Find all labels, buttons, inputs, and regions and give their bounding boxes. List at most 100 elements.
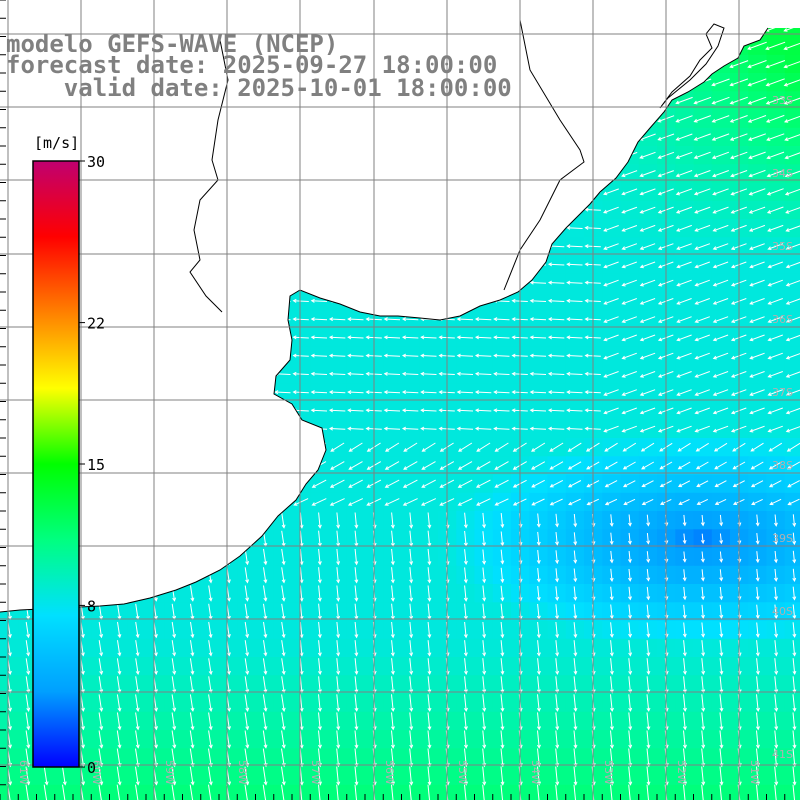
wind-arrow [390,585,395,602]
wind-arrow [694,279,710,287]
wind-arrow [701,712,706,731]
wind-arrow [299,658,304,676]
wind-arrow [573,568,578,583]
wind-arrow [427,585,432,602]
lat-label: 35S [772,240,793,253]
wind-arrow [693,96,712,105]
wind-arrow [774,712,779,731]
wind-arrow [318,748,322,768]
wind-arrow [676,279,692,287]
wind-arrow [747,60,767,69]
wind-arrow [354,694,359,712]
wind-arrow [755,658,760,676]
wind-arrow [646,730,651,749]
wind-arrow [384,461,400,470]
wind-arrow [766,188,784,196]
wind-arrow [627,551,632,564]
wind-arrow [493,353,510,358]
wind-arrow [769,498,782,506]
wind-arrow [171,640,177,657]
wind-arrow [566,298,583,303]
wind-arrow [566,244,583,249]
wind-arrow [262,748,268,768]
wind-arrow [336,640,341,657]
wind-cell [182,784,202,800]
wind-arrow [390,548,395,566]
wind-arrow [536,621,541,639]
colorbar-gradient [32,160,80,768]
wind-arrow [549,442,564,452]
wind-arrow [317,512,322,529]
wind-arrow [330,442,345,452]
title-valid-date: valid date: 2025-10-01 18:00:00 [6,74,512,102]
wind-arrow [263,585,268,602]
colorbar-unit-label: [m/s] [34,134,79,152]
wind-arrow [621,352,637,360]
wind-arrow [474,317,492,322]
wind-arrow [336,694,341,712]
colorbar: [m/s] 30 22 15 8 0 [32,134,105,777]
wind-arrow [792,586,797,601]
lat-label: 40S [772,605,793,618]
wind-arrow [536,658,541,676]
lon-label: 59W [163,760,176,785]
wind-arrow [409,694,414,712]
wind-arrow [712,407,729,415]
wind-arrow [719,586,724,601]
wind-arrow [700,586,705,601]
wind-arrow [678,498,690,505]
wind-arrow [609,640,614,657]
wind-arrow [476,498,491,506]
wind-arrow [25,712,31,731]
wind-arrow [748,169,766,178]
wind-arrow [621,316,637,323]
wind-arrow [566,353,583,358]
wind-arrow [98,766,104,786]
wind-arrow [189,658,195,676]
wind-arrow [494,461,509,470]
wind-arrow [646,694,651,712]
wind-arrow [766,206,784,214]
wind-arrow [646,569,651,582]
wind-cell [91,784,111,800]
wind-arrow [171,621,177,639]
wind-arrow [390,512,395,529]
colorbar-tick-label: 30 [87,153,105,171]
wind-arrow [682,514,687,527]
wind-cell [675,456,695,476]
lon-label: 52W [675,760,688,785]
wind-arrow [609,532,614,546]
wind-arrow [547,408,565,413]
wind-arrow [529,353,547,358]
wind-arrow [348,479,363,488]
wind-arrow [750,480,764,488]
wind-arrow [676,243,692,250]
wind-arrow [116,658,122,676]
wind-arrow [494,479,509,488]
wind-arrow [310,298,328,303]
wind-arrow [281,567,286,584]
wind-arrow [299,585,304,602]
wind-arrow [328,335,346,340]
wind-arrow [299,567,304,584]
wind-arrow [500,784,504,800]
wind-arrow [719,604,724,620]
wind-arrow [25,640,31,657]
wind-arrow [676,389,692,396]
wind-arrow [719,533,724,545]
wind-arrow [767,224,784,232]
wind-arrow [456,426,474,431]
wind-arrow [755,604,760,620]
wind-arrow [712,425,729,433]
wind-arrow [549,479,564,488]
wind-arrow [500,513,505,529]
wind-arrow [208,640,213,657]
wind-cell [784,511,800,530]
wind-arrow [463,658,468,676]
wind-arrow [621,298,637,305]
wind-arrow [500,712,505,731]
wind-arrow [537,748,541,768]
wind-arrow [281,621,286,639]
wind-arrow [317,712,322,731]
wind-arrow [317,730,322,749]
